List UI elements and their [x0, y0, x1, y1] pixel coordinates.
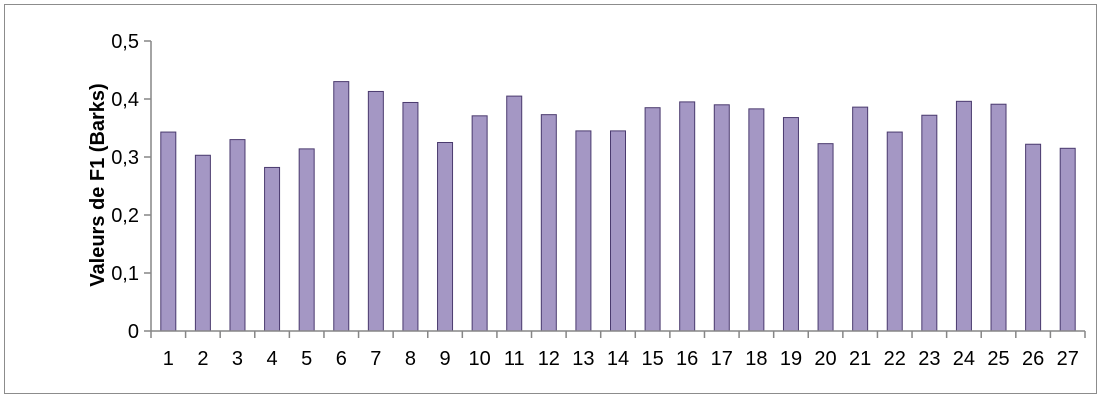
bar-18 [748, 108, 765, 332]
bar-7 [367, 90, 384, 332]
bar-11 [506, 95, 523, 332]
x-tick-label: 17 [711, 348, 733, 370]
axes-layer [144, 40, 1086, 338]
bar-8 [402, 101, 419, 332]
bar-12 [540, 114, 557, 332]
x-tick-label: 13 [572, 348, 594, 370]
bar-24 [955, 100, 972, 332]
bar-21 [852, 106, 869, 332]
x-tick-label: 7 [370, 348, 381, 370]
bar-13 [575, 130, 592, 332]
x-tick-label: 3 [232, 348, 243, 370]
x-tick-label: 15 [641, 348, 663, 370]
bar-15 [644, 107, 661, 332]
x-tick-label: 8 [405, 348, 416, 370]
x-tick-label: 10 [469, 348, 491, 370]
x-tick-label: 23 [918, 348, 940, 370]
x-tick-label: 12 [538, 348, 560, 370]
x-tick-label: 21 [849, 348, 871, 370]
bar-14 [610, 130, 626, 332]
y-tick-label: 0,1 [111, 263, 139, 285]
y-tick-label: 0,2 [111, 205, 139, 227]
bar-1 [160, 131, 177, 332]
x-tick-label: 18 [745, 348, 767, 370]
bar-6 [333, 81, 350, 332]
bar-10 [471, 115, 488, 332]
bar-27 [1059, 147, 1076, 332]
bar-2 [194, 154, 211, 332]
bar-23 [921, 114, 938, 332]
x-tick-label: 5 [301, 348, 312, 370]
bar-26 [1025, 143, 1042, 332]
y-tick-label: 0 [128, 321, 139, 343]
bar-9 [437, 142, 454, 332]
x-tick-label: 11 [504, 348, 525, 370]
x-tick-label: 2 [197, 348, 208, 370]
y-axis-title: Valeurs de F1 (Barks) [87, 83, 109, 286]
bar-17 [713, 104, 730, 332]
x-tick-label: 14 [607, 348, 629, 370]
x-tick-label: 4 [267, 348, 278, 370]
bar-5 [298, 148, 315, 332]
x-tick-label: 27 [1057, 348, 1079, 370]
x-tick-label: 6 [336, 348, 347, 370]
x-tick-label: 20 [814, 348, 836, 370]
x-tick-label: 19 [780, 348, 802, 370]
bar-25 [990, 103, 1007, 332]
y-tick-label: 0,3 [111, 147, 139, 169]
tick-labels-layer: 00,10,20,30,40,51 2 3 4 5 6 7 8 9 10 11 12 13 14 15 16 1… [111, 31, 1079, 370]
bars-layer [160, 81, 1076, 332]
x-tick-label: 9 [439, 348, 450, 370]
y-tick-label: 0,4 [111, 89, 139, 111]
x-tick-label: 1 [163, 348, 174, 370]
bar-19 [782, 117, 799, 332]
bar-16 [679, 101, 696, 332]
bar-22 [886, 131, 903, 332]
bar-4 [264, 166, 281, 332]
x-tick-label: 26 [1022, 348, 1044, 370]
y-tick-label: 0,5 [111, 31, 139, 53]
x-tick-label: 24 [953, 348, 975, 370]
x-tick-label: 25 [987, 348, 1009, 370]
bar-3 [229, 139, 246, 332]
bar-20 [817, 143, 834, 332]
x-tick-label: 22 [884, 348, 906, 370]
x-tick-label: 16 [676, 348, 698, 370]
